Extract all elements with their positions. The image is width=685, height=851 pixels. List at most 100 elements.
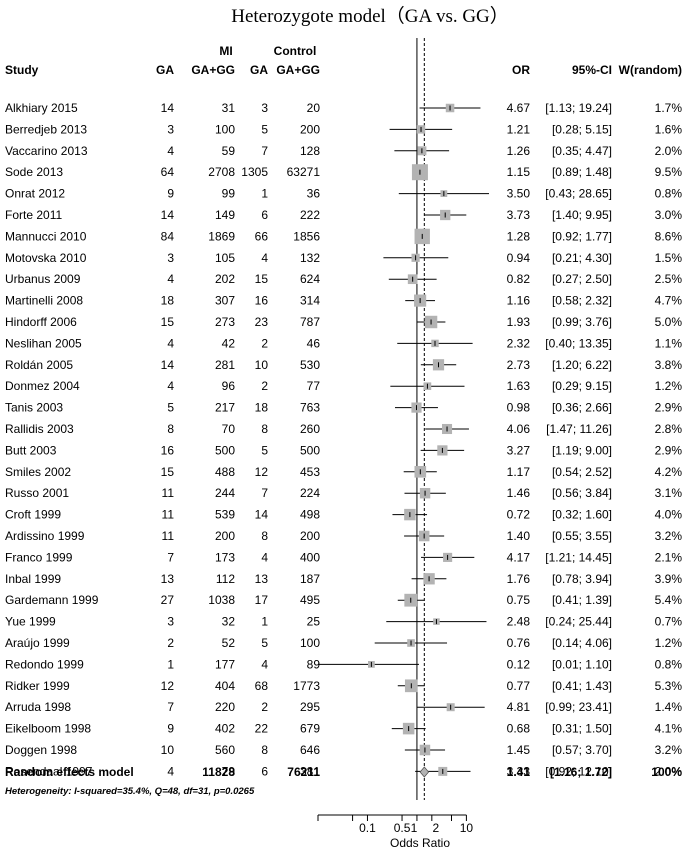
odds-ratio: 1.28 bbox=[507, 229, 531, 243]
ctrl-events: 5 bbox=[261, 443, 268, 457]
group-label-mi: MI bbox=[219, 44, 232, 58]
summary-mi-total: 11828 bbox=[202, 765, 235, 779]
header-mi-events: GA bbox=[156, 63, 174, 77]
confidence-interval: [0.40; 13.35] bbox=[545, 336, 612, 350]
mi-total: 32 bbox=[222, 615, 236, 629]
mi-events: 18 bbox=[161, 294, 175, 308]
ctrl-total: 787 bbox=[300, 315, 320, 329]
mi-events: 7 bbox=[167, 700, 174, 714]
study-name: Neslihan 2005 bbox=[5, 336, 82, 350]
ctrl-events: 2 bbox=[261, 379, 268, 393]
odds-ratio: 3.73 bbox=[507, 208, 531, 222]
mi-total: 202 bbox=[215, 272, 235, 286]
odds-ratio: 1.16 bbox=[507, 294, 531, 308]
study-weight: 1.2% bbox=[655, 636, 683, 650]
confidence-interval: [0.21; 4.30] bbox=[552, 251, 612, 265]
mi-total: 173 bbox=[215, 550, 235, 564]
odds-ratio: 0.12 bbox=[507, 657, 531, 671]
study-weight: 3.1% bbox=[655, 486, 683, 500]
study-weight: 2.9% bbox=[655, 443, 683, 457]
study-name: Mannucci 2010 bbox=[5, 229, 87, 243]
mi-total: 539 bbox=[215, 508, 235, 522]
header-ctrl-events: GA bbox=[250, 63, 268, 77]
study-weight: 1.4% bbox=[655, 700, 683, 714]
study-name: Urbanus 2009 bbox=[5, 272, 81, 286]
odds-ratio: 0.68 bbox=[507, 722, 531, 736]
odds-ratio: 0.76 bbox=[507, 636, 531, 650]
ctrl-total: 200 bbox=[300, 529, 320, 543]
odds-ratio: 2.32 bbox=[507, 336, 531, 350]
ctrl-total: 1773 bbox=[293, 679, 320, 693]
ctrl-events: 2 bbox=[261, 700, 268, 714]
confidence-interval: [0.27; 2.50] bbox=[552, 272, 612, 286]
confidence-interval: [1.19; 9.00] bbox=[552, 443, 612, 457]
ctrl-events: 18 bbox=[255, 401, 269, 415]
study-weight: 1.1% bbox=[655, 336, 683, 350]
study-name: Vaccarino 2013 bbox=[5, 144, 88, 158]
ctrl-total: 25 bbox=[307, 615, 321, 629]
summary-diamond bbox=[419, 766, 430, 778]
ctrl-events: 14 bbox=[255, 508, 269, 522]
study-weight: 4.1% bbox=[655, 722, 683, 736]
header-or: OR bbox=[512, 63, 530, 77]
ctrl-events: 6 bbox=[261, 764, 268, 778]
odds-ratio: 0.72 bbox=[507, 508, 531, 522]
mi-events: 9 bbox=[167, 722, 174, 736]
mi-events: 11 bbox=[162, 486, 175, 500]
confidence-interval: [0.29; 9.15] bbox=[552, 379, 612, 393]
mi-total: 149 bbox=[215, 208, 235, 222]
header-ci: 95%-CI bbox=[572, 63, 612, 77]
confidence-interval: [0.99; 23.41] bbox=[545, 700, 612, 714]
mi-events: 7 bbox=[167, 550, 174, 564]
odds-ratio: 1.15 bbox=[507, 165, 531, 179]
mi-events: 8 bbox=[167, 422, 174, 436]
mi-events: 3 bbox=[167, 122, 174, 136]
mi-total: 244 bbox=[215, 486, 235, 500]
mi-total: 220 bbox=[215, 700, 235, 714]
ctrl-events: 6 bbox=[261, 208, 268, 222]
mi-events: 9 bbox=[167, 187, 174, 201]
confidence-interval: [0.28; 5.15] bbox=[552, 122, 612, 136]
mi-events: 2 bbox=[167, 636, 174, 650]
mi-events: 27 bbox=[161, 593, 175, 607]
study-name: Franco 1999 bbox=[5, 550, 73, 564]
confidence-interval: [0.99; 3.76] bbox=[552, 315, 612, 329]
study-weight: 1.7% bbox=[655, 101, 683, 115]
study-weight: 1.6% bbox=[655, 122, 683, 136]
ctrl-total: 63271 bbox=[287, 165, 321, 179]
mi-events: 14 bbox=[161, 358, 175, 372]
mi-total: 96 bbox=[222, 379, 236, 393]
odds-ratio: 1.76 bbox=[507, 572, 531, 586]
study-name: Hindorff 2006 bbox=[5, 315, 77, 329]
study-name: Berredjeb 2013 bbox=[5, 122, 87, 136]
summary-ctrl-total: 76211 bbox=[287, 765, 320, 779]
confidence-interval: [0.01; 1.10] bbox=[552, 657, 612, 671]
study-name: Butt 2003 bbox=[5, 443, 57, 457]
ctrl-events: 1 bbox=[261, 187, 268, 201]
mi-total: 281 bbox=[215, 358, 235, 372]
mi-events: 4 bbox=[167, 336, 174, 350]
study-weight: 2.0% bbox=[655, 144, 683, 158]
mi-total: 52 bbox=[222, 636, 236, 650]
odds-ratio: 0.94 bbox=[507, 251, 531, 265]
study-weight: 4.0% bbox=[655, 508, 683, 522]
odds-ratio: 3.27 bbox=[507, 443, 531, 457]
mi-total: 70 bbox=[222, 422, 236, 436]
ctrl-events: 5 bbox=[261, 636, 268, 650]
odds-ratio: 0.75 bbox=[507, 593, 531, 607]
confidence-interval: [0.36; 2.66] bbox=[552, 401, 612, 415]
x-tick-label: 2 bbox=[432, 821, 439, 835]
ctrl-events: 8 bbox=[261, 422, 268, 436]
study-weight: 1.2% bbox=[655, 379, 683, 393]
mi-total: 200 bbox=[215, 529, 235, 543]
ctrl-total: 89 bbox=[307, 657, 321, 671]
confidence-interval: [0.41; 1.39] bbox=[552, 593, 612, 607]
ctrl-total: 20 bbox=[307, 101, 321, 115]
study-name: Araújo 1999 bbox=[5, 636, 70, 650]
ctrl-events: 4 bbox=[261, 550, 268, 564]
mi-events: 14 bbox=[161, 208, 175, 222]
ctrl-total: 453 bbox=[300, 465, 320, 479]
odds-ratio: 0.98 bbox=[507, 401, 531, 415]
study-weight: 3.8% bbox=[655, 358, 683, 372]
ctrl-events: 22 bbox=[255, 722, 269, 736]
